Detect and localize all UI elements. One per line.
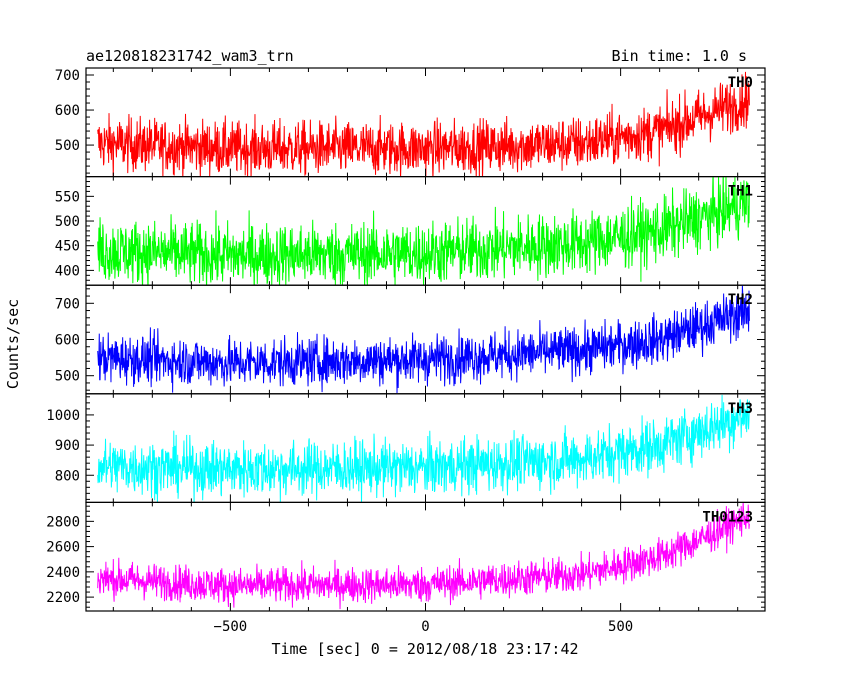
y-tick-label: 700: [55, 296, 80, 312]
y-tick-label: 500: [55, 369, 80, 385]
y-tick-label: 2600: [46, 540, 80, 556]
x-tick-label: −500: [214, 619, 248, 635]
y-axis-label: Counts/sec: [4, 299, 22, 389]
y-tick-label: 2200: [46, 590, 80, 606]
panel-th2: 500 600 700 TH2: [55, 284, 766, 395]
y-tick-label: 600: [55, 103, 80, 119]
series-line-th0123: [97, 502, 750, 610]
panel-name-label: TH0: [728, 75, 753, 91]
panel-th3: 800 900 1000 TH3: [46, 393, 766, 503]
y-tick-label: 900: [55, 438, 80, 454]
series-line-th0: [97, 71, 750, 177]
y-tick-label: 2800: [46, 514, 80, 530]
panel-name-label: TH3: [728, 401, 753, 417]
y-tick-label: 500: [55, 138, 80, 154]
y-tick-label: 2400: [46, 565, 80, 581]
panel-name-label: TH1: [728, 184, 753, 200]
x-tick-label: 0: [421, 619, 429, 635]
series-line-th3: [97, 394, 750, 503]
y-tick-label: 700: [55, 68, 80, 84]
series-line-th1: [97, 176, 750, 286]
y-tick-label: 500: [55, 214, 80, 230]
panel-th0123: 2200 2400 2600 2800 TH0123: [46, 501, 766, 612]
panel-th0: 500 600 700 TH0: [55, 67, 766, 178]
x-axis-label: Time [sec] 0 = 2012/08/18 23:17:42: [271, 640, 578, 658]
y-tick-label: 450: [55, 239, 80, 255]
panel-name-label: TH2: [728, 292, 753, 308]
y-tick-label: 400: [55, 263, 80, 279]
y-tick-label: 1000: [46, 408, 80, 424]
panel-th1: 400 450 500 550 TH1: [55, 176, 766, 286]
x-tick-label: 500: [608, 619, 633, 635]
y-tick-label: 550: [55, 189, 80, 205]
y-tick-label: 800: [55, 468, 80, 484]
panel-name-label: TH0123: [702, 509, 753, 525]
bin-time-label: Bin time: 1.0 s: [612, 47, 747, 65]
panels-group: 500 600 700 TH0 400 450 500 550 TH1 500 600 700 TH2 8…: [46, 67, 766, 635]
y-tick-label: 600: [55, 333, 80, 349]
series-line-th2: [97, 285, 750, 394]
chart-title: ae120818231742_wam3_trn: [86, 47, 294, 65]
